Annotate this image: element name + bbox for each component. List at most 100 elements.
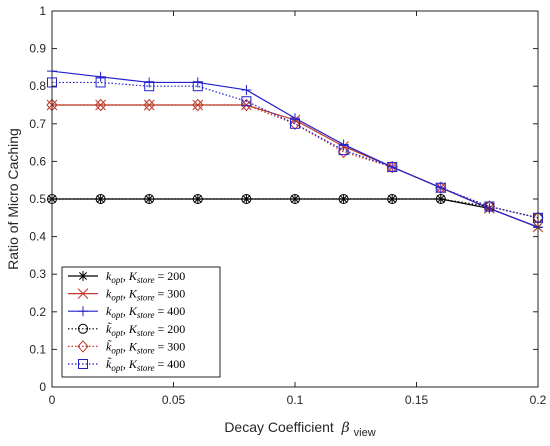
- y-tick-label: 0.7: [29, 117, 46, 131]
- legend-eq: = 300: [155, 287, 186, 301]
- data-point: [241, 84, 252, 95]
- x-tick-label: 0: [49, 393, 56, 407]
- legend-sep: ,: [123, 322, 129, 336]
- legend-k: k: [106, 304, 112, 318]
- y-tick-label: 0.1: [29, 342, 46, 356]
- data-point: [483, 200, 496, 213]
- legend-entry: kopt, Kstore = 200: [68, 269, 185, 285]
- x-tick-label: 0.15: [405, 393, 429, 407]
- data-point: [144, 77, 155, 88]
- data-point: [95, 99, 106, 111]
- x-axis-label-subscript: view: [354, 427, 376, 439]
- y-axis-label: Ratio of Micro Caching: [5, 128, 21, 270]
- legend-K-sub: store: [137, 363, 155, 373]
- data-point: [386, 160, 398, 174]
- legend-k-sub: opt: [111, 275, 123, 285]
- y-tick-label: 0: [39, 380, 46, 394]
- data-point: [338, 139, 349, 150]
- data-point: [387, 194, 398, 204]
- data-point: [192, 98, 204, 112]
- legend-eq: = 400: [155, 304, 186, 318]
- data-point: [435, 194, 446, 204]
- legend-entry: k̃opt, Kstore = 200: [68, 321, 185, 338]
- data-point: [95, 194, 106, 204]
- data-point: [95, 71, 106, 82]
- legend-label: kopt, Kstore = 200: [106, 269, 185, 285]
- legend-K: K: [128, 357, 138, 371]
- legend-eq: = 300: [155, 339, 186, 353]
- legend-k: k̃: [106, 321, 112, 335]
- legend-K: K: [128, 339, 138, 353]
- legend-k-sub: opt: [111, 363, 123, 373]
- data-point: [95, 194, 106, 204]
- data-point: [241, 96, 252, 107]
- data-point: [144, 194, 155, 204]
- y-tick-label: 0.4: [29, 230, 46, 244]
- data-point: [192, 77, 203, 88]
- data-point: [241, 194, 252, 204]
- axis-ticks: 0 0.05 0.1 0.15 0.2 0 0.1 0.2 0.3 0.4 0.5 0.6 0.7 0.8…: [29, 4, 546, 407]
- legend-sep: ,: [123, 287, 129, 301]
- legend-label: k̃opt, Kstore = 400: [106, 357, 185, 373]
- data-point: [192, 194, 203, 204]
- legend-marker: [78, 359, 88, 369]
- legend-K-sub: store: [137, 310, 155, 320]
- legend-entry: kopt, Kstore = 300: [68, 287, 185, 303]
- legend-marker: [78, 323, 88, 334]
- data-point: [192, 194, 203, 204]
- data-point: [338, 145, 349, 156]
- data-point: [192, 81, 203, 92]
- data-point: [338, 194, 349, 204]
- x-tick-label: 0.2: [530, 393, 547, 407]
- legend-k-sub: opt: [111, 345, 123, 355]
- x-axis-label-symbol: β: [341, 420, 350, 436]
- x-tick-label: 0.1: [287, 393, 304, 407]
- legend-K-sub: store: [137, 275, 155, 285]
- series-line: [52, 81, 539, 219]
- x-axis-label-text: Decay Coefficient: [224, 419, 334, 435]
- legend-k: k: [106, 269, 112, 283]
- y-tick-label: 0.3: [29, 267, 46, 281]
- data-point: [144, 81, 155, 92]
- legend-eq: = 400: [155, 357, 186, 371]
- legend-label: k̃opt, Kstore = 200: [106, 321, 185, 337]
- legend-K-sub: store: [137, 328, 155, 338]
- legend-K-sub: store: [137, 345, 155, 355]
- data-point: [387, 162, 398, 173]
- data-point: [94, 98, 107, 112]
- data-point: [95, 77, 106, 88]
- legend-entry: k̃opt, Kstore = 300: [68, 339, 185, 355]
- legend-K: K: [128, 322, 138, 336]
- data-point: [290, 118, 300, 129]
- legend-marker: [77, 340, 89, 353]
- legend-marker: [78, 271, 88, 281]
- legend-sep: ,: [123, 339, 129, 353]
- legend-marker: [78, 306, 88, 317]
- legend-label: kopt, Kstore = 400: [106, 304, 185, 320]
- data-point: [143, 98, 155, 112]
- x-axis-label: Decay Coefficient β view: [224, 419, 375, 439]
- data-point: [435, 182, 446, 193]
- legend-K-sub: store: [137, 293, 155, 303]
- y-tick-label: 0.9: [29, 42, 46, 56]
- legend-eq: = 200: [155, 322, 186, 336]
- legend-label: k̃opt, Kstore = 300: [106, 339, 185, 355]
- data-point: [241, 99, 252, 111]
- data-point: [289, 117, 301, 131]
- y-tick-label: 0.5: [29, 192, 46, 206]
- legend-marker: [77, 288, 89, 299]
- y-tick-label: 0.6: [29, 154, 46, 168]
- legend-k: k̃: [106, 357, 112, 371]
- plot-frame: [51, 10, 539, 388]
- data-point: [484, 201, 495, 212]
- data-point: [143, 99, 155, 111]
- legend-sep: ,: [123, 357, 129, 371]
- legend-k-sub: opt: [111, 328, 123, 338]
- data-point: [337, 145, 350, 159]
- legend-k-sub: opt: [111, 293, 123, 303]
- legend-K: K: [128, 287, 138, 301]
- legend-eq: = 200: [155, 269, 186, 283]
- data-point: [290, 194, 300, 204]
